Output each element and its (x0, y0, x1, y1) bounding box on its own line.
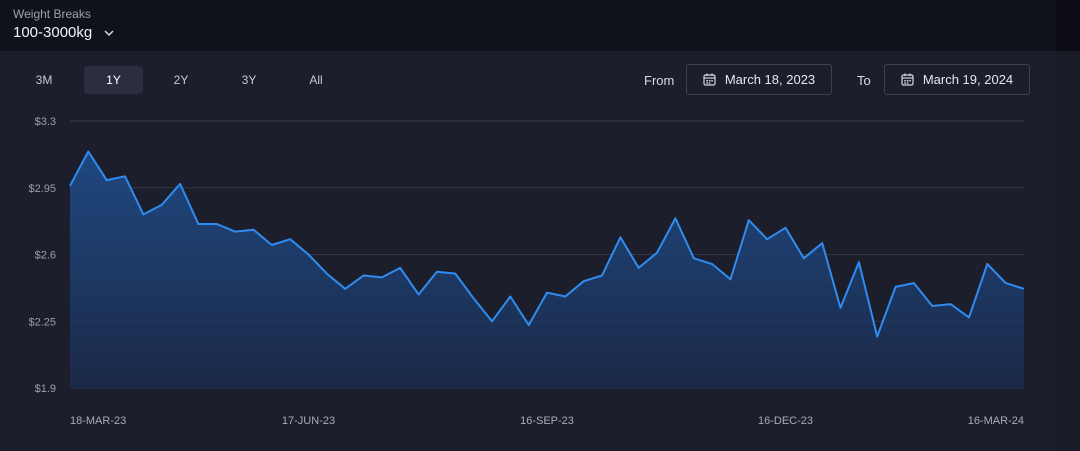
tab-all[interactable]: All (309, 73, 323, 87)
to-date-picker[interactable]: March 19, 2024 (884, 64, 1030, 95)
weight-breaks-label: Weight Breaks (13, 7, 91, 21)
series-area (70, 151, 1024, 388)
scrollbar-track[interactable] (1056, 0, 1080, 451)
y-tick-label: $3.3 (35, 116, 56, 128)
y-tick-label: $2.6 (35, 250, 56, 262)
x-axis: 18-MAR-23 17-JUN-23 16-SEP-23 16-DEC-23 16-M… (70, 415, 1024, 427)
series-line (69, 150, 1025, 338)
x-tick-label: 16-SEP-23 (520, 415, 574, 427)
weight-break-value: 100-3000kg (13, 24, 93, 41)
from-date-value: March 18, 2023 (724, 72, 816, 87)
to-label: To (857, 73, 871, 88)
from-date-picker[interactable]: March 18, 2023 (686, 64, 832, 95)
x-tick-label: 16-DEC-23 (758, 415, 813, 427)
x-tick-label: 16-MAR-24 (968, 415, 1024, 427)
weight-break-select[interactable]: 100-3000kg (13, 24, 116, 41)
y-tick-label: $2.95 (28, 183, 56, 195)
tab-3y[interactable]: 3Y (241, 73, 257, 87)
chevron-down-icon (104, 29, 114, 36)
header-panel: Weight Breaks 100-3000kg (0, 0, 1056, 51)
y-tick-label: $2.25 (28, 316, 56, 328)
x-tick-label: 18-MAR-23 (70, 415, 126, 427)
y-axis: $1.9 $2.25 $2.6 $2.95 $3.3 (28, 116, 56, 395)
to-date-value: March 19, 2024 (922, 72, 1014, 87)
tab-1y[interactable]: 1Y (84, 66, 143, 94)
y-tick-label: $1.9 (35, 383, 56, 395)
tab-3m[interactable]: 3M (35, 73, 53, 87)
tab-2y[interactable]: 2Y (173, 73, 189, 87)
calendar-icon (901, 73, 914, 86)
calendar-icon (703, 73, 716, 86)
from-label: From (644, 73, 675, 88)
price-chart: $1.9 $2.25 $2.6 $2.95 $3.3 18-MAR-23 17-JUN-2… (28, 116, 1025, 427)
x-tick-label: 17-JUN-23 (282, 415, 335, 427)
